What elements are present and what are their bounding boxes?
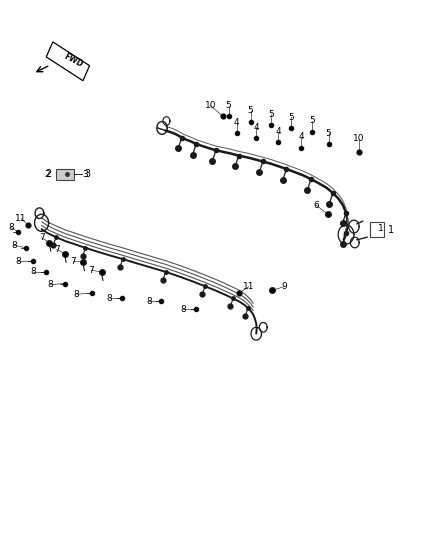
Text: 4: 4 — [299, 133, 304, 141]
Text: 1: 1 — [378, 224, 384, 232]
Text: 10: 10 — [353, 134, 365, 143]
Text: 8: 8 — [180, 305, 186, 313]
Text: 7: 7 — [54, 245, 60, 254]
Text: 11: 11 — [243, 282, 254, 291]
Text: 9: 9 — [281, 282, 287, 291]
Text: 10: 10 — [205, 101, 216, 110]
Text: 4: 4 — [276, 127, 281, 136]
Text: 8: 8 — [47, 280, 53, 289]
Text: 5: 5 — [325, 129, 332, 138]
Text: 2: 2 — [45, 171, 50, 179]
Text: 3: 3 — [82, 171, 88, 179]
Text: 8: 8 — [30, 268, 36, 276]
Text: 5: 5 — [247, 107, 254, 115]
Text: 8: 8 — [15, 257, 21, 265]
Text: 1: 1 — [388, 225, 394, 235]
Text: 5: 5 — [309, 117, 315, 125]
Text: 8: 8 — [11, 241, 17, 249]
Text: 5: 5 — [288, 113, 294, 122]
Text: 6: 6 — [313, 201, 319, 209]
Text: 7: 7 — [39, 233, 45, 242]
FancyBboxPatch shape — [56, 169, 74, 180]
Text: 7: 7 — [88, 266, 94, 274]
Text: FWD: FWD — [62, 52, 84, 69]
Text: 2: 2 — [45, 169, 51, 179]
Text: 8: 8 — [74, 290, 80, 298]
Text: 8: 8 — [146, 297, 152, 305]
Text: 8: 8 — [8, 223, 14, 232]
Text: 8: 8 — [106, 294, 113, 303]
Text: 3: 3 — [85, 169, 91, 179]
Text: 5: 5 — [268, 110, 274, 118]
Text: 4: 4 — [234, 118, 239, 127]
FancyBboxPatch shape — [370, 222, 384, 237]
Text: 5: 5 — [226, 101, 232, 110]
Text: 7: 7 — [71, 257, 77, 265]
FancyBboxPatch shape — [46, 42, 89, 80]
Text: 11: 11 — [15, 214, 27, 223]
Text: 4: 4 — [254, 123, 259, 132]
